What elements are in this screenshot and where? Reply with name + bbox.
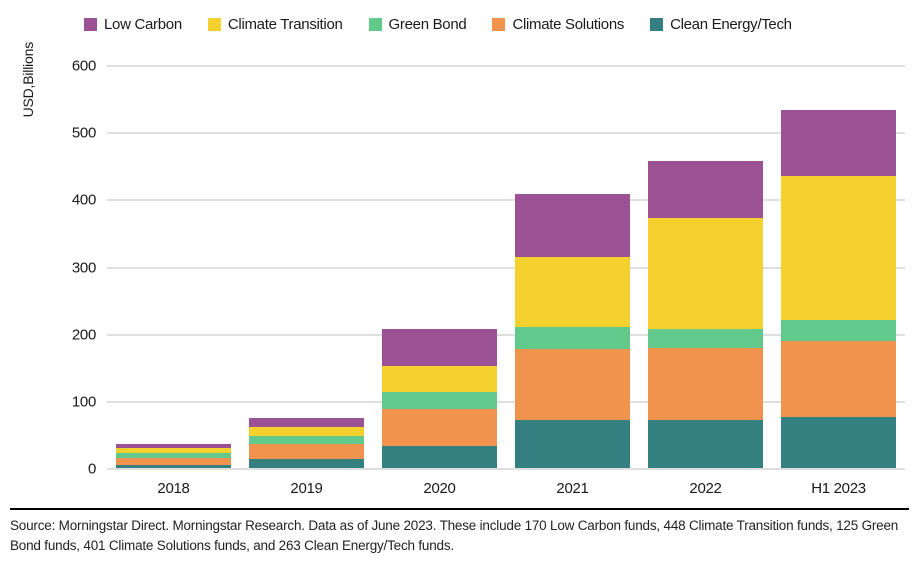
gridline-600 <box>107 65 905 67</box>
segment-h1-2023-low-carbon <box>781 109 896 177</box>
segment-2022-low-carbon <box>648 161 763 218</box>
stacked-bar-2022 <box>648 66 763 469</box>
x-axis-tick-labels: 2018 2019 2020 2021 2022 H1 2023 <box>107 480 905 497</box>
legend-label: Clean Energy/Tech <box>670 16 792 33</box>
segment-2019-clean-energy-tech <box>249 458 364 469</box>
y-tick-200: 200 <box>71 326 96 344</box>
legend-swatch-icon <box>368 18 382 31</box>
segment-2020-green-bond <box>382 392 497 410</box>
y-tick-600: 600 <box>71 57 96 75</box>
segment-2019-climate-solutions <box>249 444 364 459</box>
segment-2022-climate-transition <box>648 217 763 330</box>
plot-area <box>107 65 905 470</box>
segment-2018-clean-energy-tech <box>116 464 231 469</box>
segment-2019-green-bond <box>249 436 364 445</box>
bar-column-2020 <box>373 66 506 469</box>
segment-2021-climate-transition <box>515 256 630 327</box>
y-axis-tick-labels: 0 100 200 300 400 500 600 <box>0 58 96 478</box>
gridlines <box>107 65 905 470</box>
y-tick-400: 400 <box>71 191 96 209</box>
legend-label: Green Bond <box>388 16 467 33</box>
bar-column-2022 <box>639 66 772 469</box>
stacked-bar-h1-2023 <box>781 66 896 469</box>
legend-swatch-icon <box>84 18 97 31</box>
segment-2021-low-carbon <box>515 194 630 257</box>
y-tick-100: 100 <box>71 393 96 411</box>
legend-label: Climate Solutions <box>512 16 625 33</box>
segment-2018-low-carbon <box>116 443 231 448</box>
stacked-bar-2019 <box>249 66 364 469</box>
segment-2022-clean-energy-tech <box>648 419 763 469</box>
segment-2021-climate-solutions <box>515 349 630 420</box>
segment-2018-green-bond <box>116 452 231 458</box>
gridline-200 <box>107 333 905 336</box>
x-tick-2021: 2021 <box>556 480 589 497</box>
segment-2022-green-bond <box>648 329 763 349</box>
x-axis-baseline <box>107 468 905 470</box>
segment-2018-climate-solutions <box>116 457 231 465</box>
segment-h1-2023-climate-solutions <box>781 340 896 417</box>
gridline-100 <box>107 400 905 403</box>
legend-label: Climate Transition <box>227 16 343 33</box>
stacked-bar-2020 <box>382 66 497 469</box>
legend-label: Low Carbon <box>104 16 182 33</box>
legend-item-green-bond: Green Bond <box>368 16 467 33</box>
segment-2021-clean-energy-tech <box>515 419 630 469</box>
chart-footer: Source: Morningstar Direct. Morningstar … <box>10 508 909 555</box>
x-tick-2019: 2019 <box>290 480 323 497</box>
legend-item-climate-solutions: Climate Solutions <box>492 16 624 33</box>
segment-2019-low-carbon <box>249 418 364 428</box>
legend-item-clean-energy-tech: Clean Energy/Tech <box>650 16 792 33</box>
segment-2020-climate-transition <box>382 365 497 393</box>
x-tick-h1-2023: H1 2023 <box>811 480 866 497</box>
x-tick-2018: 2018 <box>157 480 190 497</box>
y-tick-500: 500 <box>71 124 96 142</box>
y-tick-0: 0 <box>87 460 96 478</box>
stacked-bar-2021 <box>515 66 630 469</box>
bar-series <box>107 66 905 469</box>
segment-2019-climate-transition <box>249 427 364 437</box>
bar-column-2021 <box>506 66 639 469</box>
segment-h1-2023-green-bond <box>781 319 896 341</box>
stacked-bar-2018 <box>116 66 231 469</box>
x-tick-2022: 2022 <box>689 480 722 497</box>
bar-column-h1-2023 <box>772 66 905 469</box>
gridline-300 <box>107 266 905 269</box>
segment-2022-climate-solutions <box>648 348 763 420</box>
segment-h1-2023-clean-energy-tech <box>781 416 896 469</box>
legend-swatch-icon <box>492 18 506 31</box>
source-note: Source: Morningstar Direct. Morningstar … <box>10 518 899 553</box>
bar-column-2018 <box>107 66 240 469</box>
legend-swatch-icon <box>650 18 664 31</box>
chart-legend: Low Carbon Climate Transition Green Bond Cl… <box>84 16 792 33</box>
legend-item-low-carbon: Low Carbon <box>84 16 182 33</box>
segment-h1-2023-climate-transition <box>781 176 896 320</box>
gridline-400 <box>107 199 905 202</box>
legend-item-climate-transition: Climate Transition <box>207 16 343 33</box>
segment-2020-low-carbon <box>382 328 497 366</box>
gridline-500 <box>107 132 905 135</box>
y-tick-300: 300 <box>71 259 96 276</box>
bar-column-2019 <box>240 66 373 469</box>
segment-2018-climate-transition <box>116 447 231 453</box>
x-tick-2020: 2020 <box>423 480 456 497</box>
segment-2020-climate-solutions <box>382 409 497 446</box>
segment-2020-clean-energy-tech <box>382 445 497 469</box>
segment-2021-green-bond <box>515 326 630 350</box>
legend-swatch-icon <box>207 18 221 31</box>
